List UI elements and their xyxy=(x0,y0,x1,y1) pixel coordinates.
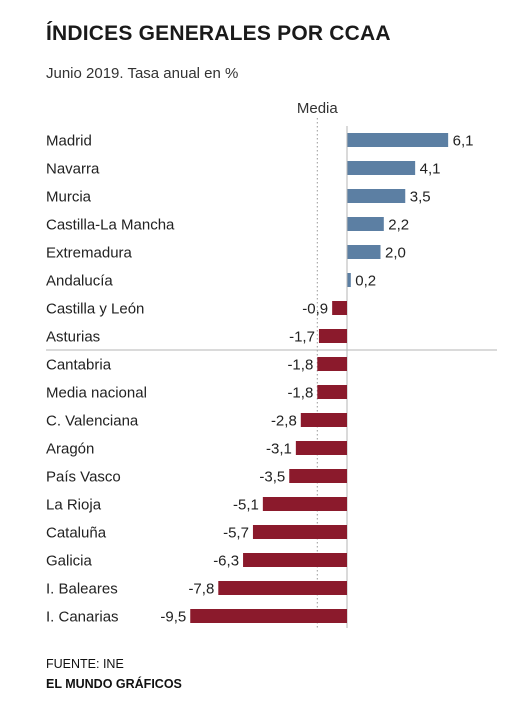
category-label-i-baleares: I. Baleares xyxy=(46,581,118,598)
category-label-c-valenciana: C. Valenciana xyxy=(46,413,139,430)
category-label-pais-vasco: País Vasco xyxy=(46,469,121,486)
value-label-navarra: 4,1 xyxy=(420,161,441,178)
value-label-aragon: -3,1 xyxy=(266,441,292,458)
bar-pais-vasco xyxy=(289,469,347,483)
source-note: FUENTE: INE xyxy=(46,657,124,671)
bar-i-canarias xyxy=(190,609,347,623)
bar-la-rioja xyxy=(262,497,347,511)
value-label-castilla-la-mancha: 2,2 xyxy=(388,217,409,234)
value-label-castilla-y-leon: -0,9 xyxy=(302,301,328,318)
bar-murcia xyxy=(347,189,406,203)
value-label-madrid: 6,1 xyxy=(453,133,474,150)
bar-galicia xyxy=(243,553,347,567)
value-label-pais-vasco: -3,5 xyxy=(259,469,285,486)
bar-andalucia xyxy=(347,273,351,287)
category-label-cantabria: Cantabria xyxy=(46,357,112,374)
category-label-extremadura: Extremadura xyxy=(46,245,133,262)
category-label-asturias: Asturias xyxy=(46,329,100,346)
category-label-media-nacional: Media nacional xyxy=(46,385,147,402)
category-label-castilla-y-leon: Castilla y León xyxy=(46,301,144,318)
bar-castilla-la-mancha xyxy=(347,217,384,231)
category-label-cataluna: Cataluña xyxy=(46,525,107,542)
category-label-galicia: Galicia xyxy=(46,553,93,570)
value-label-asturias: -1,7 xyxy=(289,329,315,346)
bar-castilla-y-leon xyxy=(332,301,347,315)
bar-media-nacional xyxy=(317,385,347,399)
chart-subtitle: Junio 2019. Tasa anual en % xyxy=(46,65,239,82)
bar-extremadura xyxy=(347,245,381,259)
category-label-castilla-la-mancha: Castilla-La Mancha xyxy=(46,217,175,234)
category-label-i-canarias: I. Canarias xyxy=(46,609,119,626)
category-label-navarra: Navarra xyxy=(46,161,100,178)
value-label-i-canarias: -9,5 xyxy=(160,609,186,626)
value-label-cataluna: -5,7 xyxy=(223,525,249,542)
bar-madrid xyxy=(347,133,449,147)
credit-note: EL MUNDO GRÁFICOS xyxy=(46,677,182,691)
category-label-la-rioja: La Rioja xyxy=(46,497,102,514)
value-label-murcia: 3,5 xyxy=(410,189,431,206)
category-label-aragon: Aragón xyxy=(46,441,94,458)
value-label-cantabria: -1,8 xyxy=(287,357,313,374)
bar-cataluna xyxy=(252,525,347,539)
value-label-la-rioja: -5,1 xyxy=(233,497,259,514)
chart-title: ÍNDICES GENERALES POR CCAA xyxy=(46,22,391,45)
bar-asturias xyxy=(318,329,347,343)
category-label-andalucia: Andalucía xyxy=(46,273,113,290)
value-label-galicia: -6,3 xyxy=(213,553,239,570)
media-label: Media xyxy=(297,100,339,117)
category-label-madrid: Madrid xyxy=(46,133,92,150)
bar-navarra xyxy=(347,161,416,175)
value-label-extremadura: 2,0 xyxy=(385,245,406,262)
category-label-murcia: Murcia xyxy=(46,189,92,206)
value-label-i-baleares: -7,8 xyxy=(188,581,214,598)
value-label-media-nacional: -1,8 xyxy=(287,385,313,402)
bar-i-baleares xyxy=(218,581,347,595)
bar-cantabria xyxy=(317,357,347,371)
bar-c-valenciana xyxy=(300,413,347,427)
value-label-c-valenciana: -2,8 xyxy=(271,413,297,430)
value-label-andalucia: 0,2 xyxy=(355,273,376,290)
bar-aragon xyxy=(295,441,347,455)
